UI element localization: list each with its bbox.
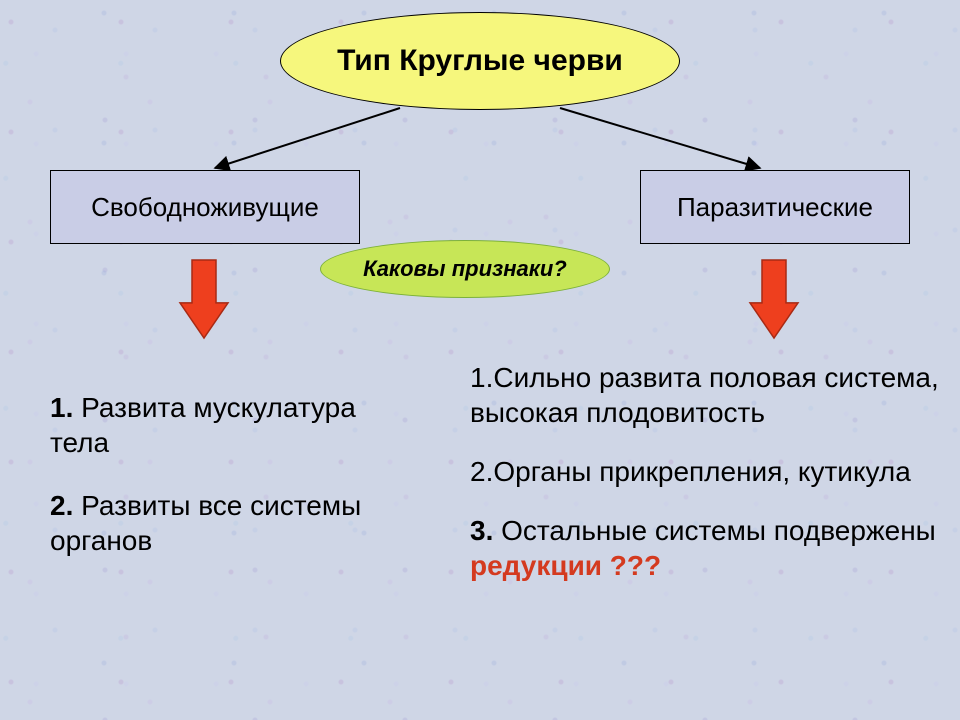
right-traits-list: 1.Сильно развита половая система, высока…: [470, 360, 940, 607]
list-item: 1. Развита мускулатура тела: [50, 390, 410, 460]
right-category-label: Паразитические: [677, 192, 873, 223]
list-item: 1.Сильно развита половая система, высока…: [470, 360, 940, 430]
question-ellipse: Каковы признаки?: [320, 240, 610, 298]
list-item: 2.Органы прикрепления, кутикула: [470, 454, 940, 489]
list-item: 3. Остальные системы подвержены редукции…: [470, 513, 940, 583]
left-traits-list: 1. Развита мускулатура тела 2. Развиты вс…: [50, 390, 410, 586]
slide-root: Тип Круглые черви Свободноживущие Парази…: [0, 0, 960, 720]
right-category-box: Паразитические: [640, 170, 910, 244]
left-category-box: Свободноживущие: [50, 170, 360, 244]
list-item: 2. Развиты все системы органов: [50, 488, 410, 558]
down-arrow-icon: [180, 260, 228, 338]
left-category-label: Свободноживущие: [91, 192, 319, 223]
question-text: Каковы признаки?: [363, 256, 567, 282]
down-arrow-icon: [750, 260, 798, 338]
